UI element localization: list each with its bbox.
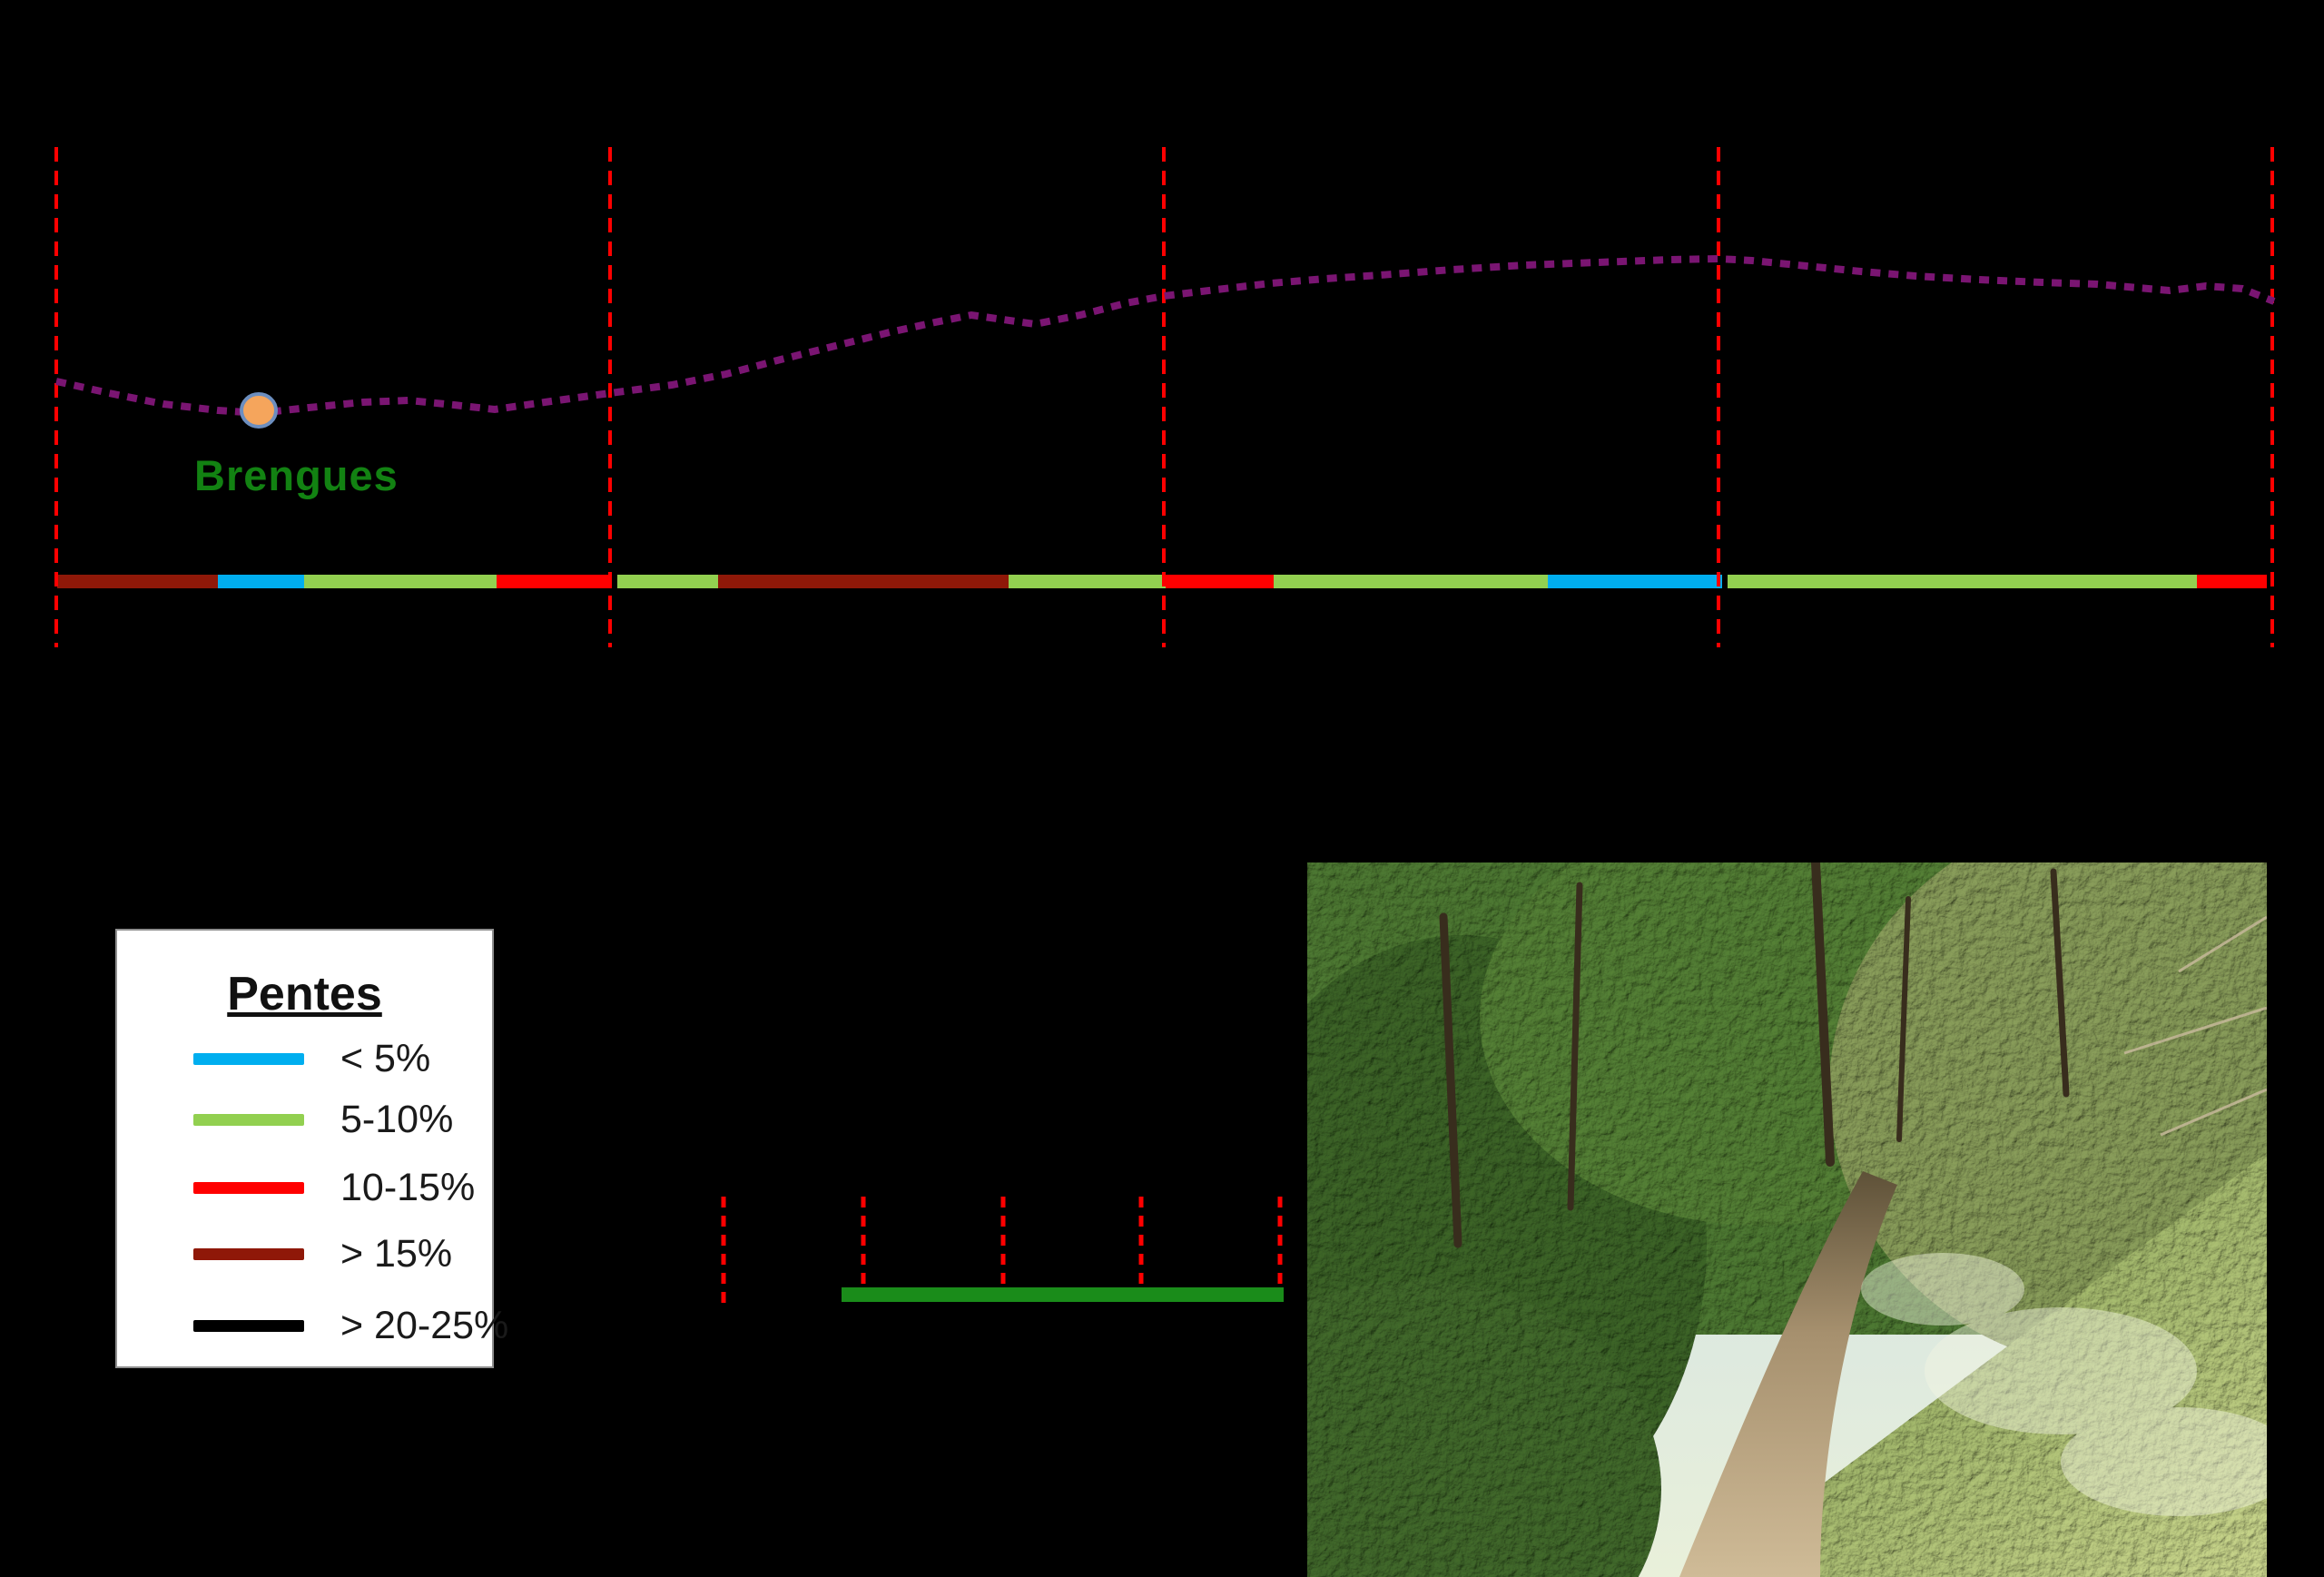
trail-photo <box>1307 862 2267 1577</box>
legend-item: > 15% <box>193 1232 452 1276</box>
village-label: Brengues <box>194 451 399 499</box>
slope-legend: Pentes < 5% 5-10% 10-15% > 15% > 20-25% <box>115 929 508 1368</box>
trail-photo-graphic <box>1307 862 2267 1577</box>
elevation-curve <box>55 254 2276 418</box>
legend-item-label: > 20-25% <box>340 1303 509 1347</box>
legend-title: Pentes <box>227 968 382 1020</box>
slope-segment <box>2197 575 2267 588</box>
photo-trail-path <box>1679 1171 1897 1577</box>
photo-sunlit-patches <box>1861 1253 2267 1516</box>
legend-item-label: 10-15% <box>340 1165 476 1209</box>
slope-segment <box>1166 575 1274 588</box>
photo-dry-branches <box>2123 915 2267 1137</box>
photo-tree-trunks <box>1439 862 2070 1248</box>
slope-segment <box>1009 575 1166 588</box>
legend-swatch-gt20-25 <box>193 1319 304 1332</box>
slope-segment <box>304 575 497 588</box>
legend-item-label: > 15% <box>340 1231 453 1276</box>
slope-segment <box>497 575 612 588</box>
legend-swatch-gt15 <box>193 1247 304 1260</box>
slope-segment <box>1274 575 1548 588</box>
slope-segment <box>1728 575 2197 588</box>
village-marker <box>240 392 278 429</box>
legend-swatch-10-15 <box>193 1181 304 1194</box>
photo-foliage <box>1307 862 2267 1577</box>
slope-segment <box>617 575 718 588</box>
slope-segment <box>718 575 1009 588</box>
slope-segment <box>218 575 304 588</box>
detail-section-bar <box>842 1287 1284 1302</box>
legend-item-label: 5-10% <box>340 1097 454 1141</box>
legend-item: 10-15% <box>193 1166 475 1209</box>
legend-item: 5-10% <box>193 1098 453 1141</box>
legend-swatch-5-10 <box>193 1113 304 1126</box>
slope-segment <box>1548 575 1722 588</box>
slope-segment <box>57 575 218 588</box>
legend-swatch-lt5 <box>193 1052 304 1065</box>
legend-item-label: < 5% <box>340 1036 431 1080</box>
legend-item: > 20-25% <box>193 1304 508 1347</box>
legend-item: < 5% <box>193 1037 430 1080</box>
